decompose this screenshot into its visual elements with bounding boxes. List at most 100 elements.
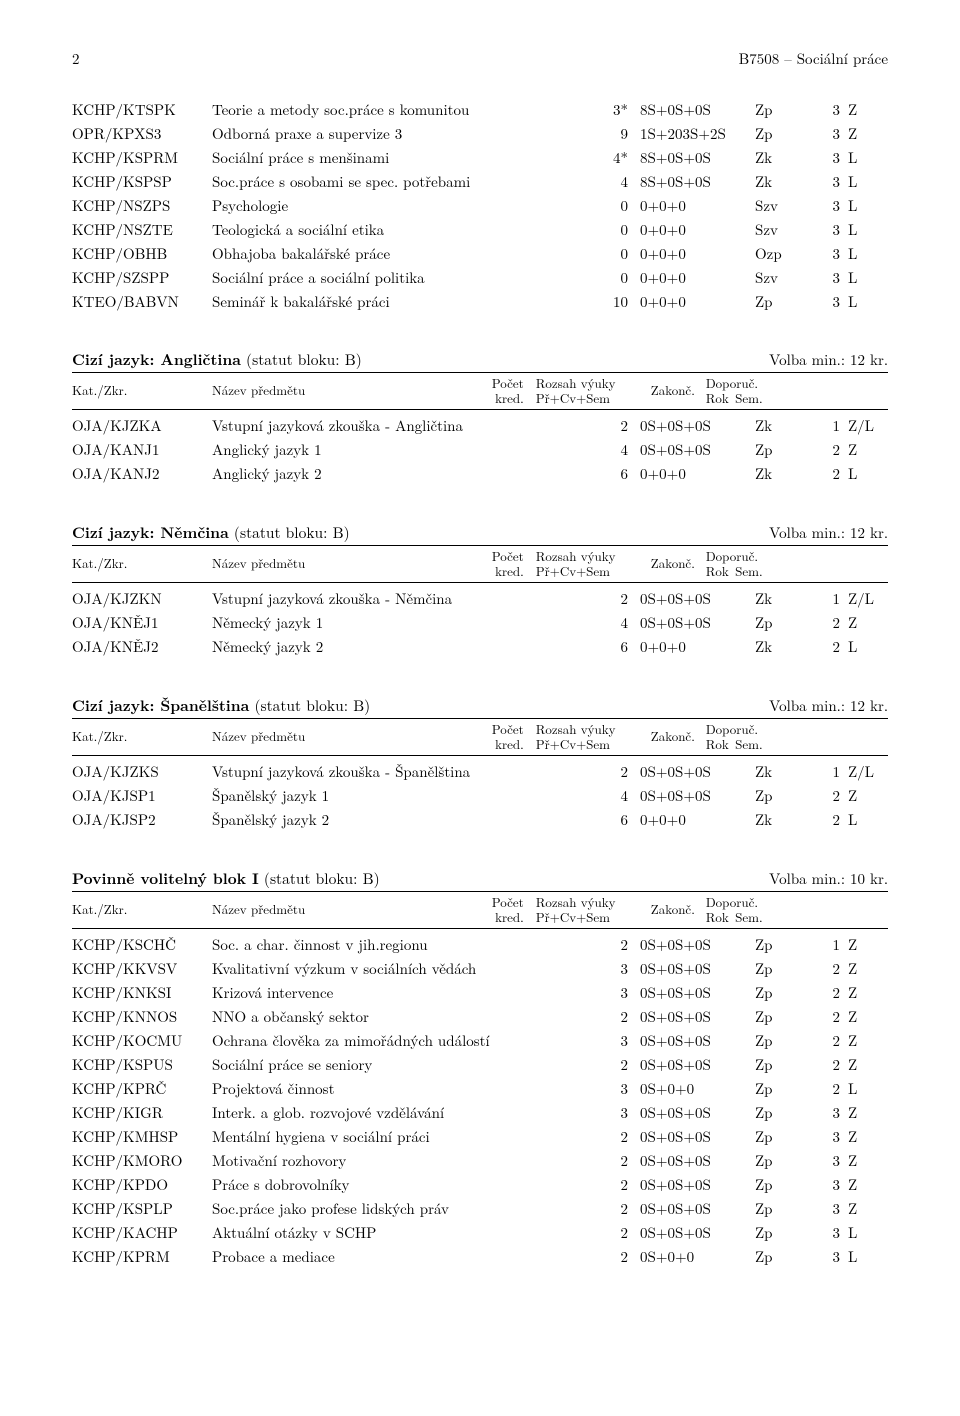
block-title: Cizí jazyk: Španělština (statut bloku: B… <box>72 693 370 716</box>
col-doporuc: Doporuč.Rok Sem. <box>706 545 888 582</box>
course-name: Aktuální otázky v SCHP <box>212 1221 578 1245</box>
col-doporuc: Doporuč.Rok Sem. <box>706 891 888 928</box>
course-completion: Zp <box>755 1029 810 1053</box>
table-row: KCHP/KNNOSNNO a občanský sektor20S+0S+0S… <box>72 1005 888 1029</box>
course-credits: 9 <box>578 121 640 145</box>
course-extent: 8S+0S+0S <box>640 145 755 169</box>
course-sem: L <box>848 635 888 659</box>
col-pocet: Početkred. <box>474 718 536 755</box>
course-extent: 0S+0S+0S <box>640 1005 755 1029</box>
col-nazev: Název předmětu <box>212 891 474 928</box>
course-code: KCHP/KSCHČ <box>72 933 212 957</box>
course-year: 2 <box>810 611 848 635</box>
course-name: Vstupní jazyková zkouška - Angličtina <box>212 414 578 438</box>
course-code: KCHP/KNKSI <box>72 981 212 1005</box>
course-credits: 3 <box>578 1077 640 1101</box>
course-code: KCHP/KOCMU <box>72 1029 212 1053</box>
col-doporuc: Doporuč.Rok Sem. <box>706 718 888 755</box>
course-completion: Zk <box>755 587 810 611</box>
course-credits: 2 <box>578 1197 640 1221</box>
course-extent: 0+0+0 <box>640 265 755 289</box>
course-extent: 0S+0S+0S <box>640 1173 755 1197</box>
course-extent: 0S+0S+0S <box>640 1029 755 1053</box>
course-extent: 0S+0S+0S <box>640 587 755 611</box>
table-row: KCHP/NSZPSPsychologie00+0+0Szv3L <box>72 193 888 217</box>
course-name: Mentální hygiena v sociální práci <box>212 1125 578 1149</box>
course-extent: 0+0+0 <box>640 808 755 832</box>
course-year: 2 <box>810 981 848 1005</box>
course-extent: 1S+203S+2S <box>640 121 755 145</box>
course-code: KCHP/SZSPP <box>72 265 212 289</box>
course-credits: 10 <box>578 289 640 313</box>
course-name: Soc.práce jako profese lidských práv <box>212 1197 578 1221</box>
course-completion: Zp <box>755 1245 810 1269</box>
course-credits: 3 <box>578 981 640 1005</box>
course-name: Odborná praxe a supervize 3 <box>212 121 578 145</box>
col-rozsah: Rozsah výukyPř+Cv+Sem <box>536 718 651 755</box>
course-credits: 2 <box>578 1245 640 1269</box>
course-name: Projektová činnost <box>212 1077 578 1101</box>
course-code: KCHP/KIGR <box>72 1101 212 1125</box>
course-sem: Z <box>848 97 888 121</box>
course-code: KTEO/BABVN <box>72 289 212 313</box>
course-completion: Zp <box>755 438 810 462</box>
course-completion: Zp <box>755 121 810 145</box>
course-completion: Zp <box>755 1053 810 1077</box>
block-volba: Volba min.: 10 kr. <box>769 868 888 889</box>
course-credits: 0 <box>578 241 640 265</box>
block-volba: Volba min.: 12 kr. <box>769 349 888 370</box>
course-completion: Zk <box>755 145 810 169</box>
course-completion: Zp <box>755 784 810 808</box>
col-doporuc: Doporuč.Rok Sem. <box>706 373 888 410</box>
table-row: KCHP/KSPRMSociální práce s menšinami4*8S… <box>72 145 888 169</box>
course-sem: L <box>848 1077 888 1101</box>
course-year: 2 <box>810 635 848 659</box>
course-name: Krizová intervence <box>212 981 578 1005</box>
course-extent: 0S+0S+0S <box>640 1101 755 1125</box>
column-header: Kat./Zkr.Název předmětuPočetkred.Rozsah … <box>72 718 888 756</box>
course-credits: 2 <box>578 1221 640 1245</box>
course-code: OJA/KNĚJ1 <box>72 611 212 635</box>
course-code: KCHP/NSZPS <box>72 193 212 217</box>
course-year: 3 <box>810 121 848 145</box>
course-sem: Z <box>848 1173 888 1197</box>
course-year: 2 <box>810 957 848 981</box>
course-sem: Z <box>848 1101 888 1125</box>
course-extent: 0S+0S+0S <box>640 784 755 808</box>
course-completion: Zp <box>755 981 810 1005</box>
table-row: OJA/KANJ1Anglický jazyk 140S+0S+0SZp2Z <box>72 438 888 462</box>
course-extent: 0S+0S+0S <box>640 1221 755 1245</box>
course-year: 2 <box>810 438 848 462</box>
course-name: Seminář k bakalářské práci <box>212 289 578 313</box>
course-sem: Z <box>848 611 888 635</box>
col-nazev: Název předmětu <box>212 718 474 755</box>
block-course-table: OJA/KJZKSVstupní jazyková zkouška - Špan… <box>72 760 888 832</box>
course-code: OJA/KANJ2 <box>72 462 212 486</box>
course-name: Psychologie <box>212 193 578 217</box>
course-name: Kvalitativní výzkum v sociálních vědách <box>212 957 578 981</box>
course-year: 1 <box>810 587 848 611</box>
course-credits: 2 <box>578 1005 640 1029</box>
course-year: 2 <box>810 1053 848 1077</box>
course-extent: 0+0+0 <box>640 289 755 313</box>
course-name: Soc. a char. činnost v jih.regionu <box>212 933 578 957</box>
course-code: KCHP/KMORO <box>72 1149 212 1173</box>
course-credits: 2 <box>578 760 640 784</box>
course-extent: 0S+0S+0S <box>640 414 755 438</box>
running-title: B7508 – Sociální práce <box>739 48 888 69</box>
course-extent: 0S+0S+0S <box>640 760 755 784</box>
table-row: KCHP/KSCHČSoc. a char. činnost v jih.reg… <box>72 933 888 957</box>
course-year: 3 <box>810 145 848 169</box>
course-completion: Szv <box>755 217 810 241</box>
course-year: 3 <box>810 1197 848 1221</box>
course-sem: L <box>848 169 888 193</box>
course-year: 2 <box>810 1077 848 1101</box>
page-number: 2 <box>72 48 80 69</box>
course-year: 1 <box>810 760 848 784</box>
table-row: OJA/KNĚJ1Německý jazyk 140S+0S+0SZp2Z <box>72 611 888 635</box>
course-credits: 4 <box>578 611 640 635</box>
course-sem: L <box>848 217 888 241</box>
table-row: OPR/KPXS3Odborná praxe a supervize 391S+… <box>72 121 888 145</box>
table-row: KTEO/BABVNSeminář k bakalářské práci100+… <box>72 289 888 313</box>
course-name: Vstupní jazyková zkouška - Němčina <box>212 587 578 611</box>
